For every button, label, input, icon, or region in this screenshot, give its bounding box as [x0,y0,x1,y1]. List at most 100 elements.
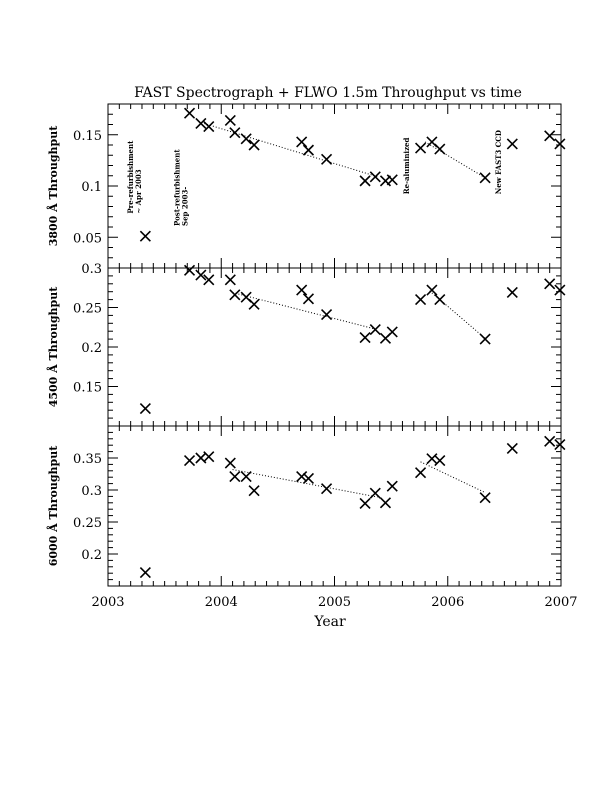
y-axis-label: 3800 Å Throughput [46,125,60,247]
panel-3: 0.2 0.25 0.3 0.35 6000 Å Throughput [46,425,566,587]
marker-stroke [195,117,207,130]
data-point [321,309,333,321]
data-point [386,480,398,492]
data-point [554,138,566,150]
marker-stroke [302,472,315,485]
marker-stroke [554,284,566,296]
marker-stroke [426,284,438,296]
marker-stroke [183,107,196,119]
marker-stroke [544,435,556,447]
data-point [229,470,241,483]
annotation: New FAST3 CCD [494,130,503,194]
marker-stroke [506,286,518,299]
data-point [359,331,371,344]
trend-line [232,292,378,331]
y-tick-label: 0.15 [73,129,102,144]
annotation-text: Post-refurbishment [172,149,181,226]
marker-stroke [415,294,427,306]
marker-stroke [139,230,151,242]
marker-stroke [386,480,398,492]
marker-stroke [434,454,446,467]
data-point [544,130,556,142]
annotation: Pre-refurbishment ~ Apr 2003 [126,140,143,214]
marker-stroke [554,438,566,451]
y-tick-label: 0.3 [81,262,102,277]
marker-stroke [240,291,252,303]
data-point [302,144,315,156]
x-tick-label: 2003 [91,595,124,610]
data-point [183,454,196,467]
marker-stroke [434,143,446,155]
marker-stroke [296,470,308,483]
marker-stroke [248,298,260,310]
y-tick-label: 0.25 [73,516,102,531]
marker-stroke [426,136,438,148]
data-point [240,133,252,145]
data-point [554,438,566,451]
marker-stroke [183,264,196,276]
data-point [139,403,151,415]
marker-stroke [415,142,427,154]
marker-stroke [369,487,381,499]
data-point [302,472,315,485]
data-point [203,120,215,133]
marker-stroke [224,457,236,469]
marker-stroke [240,470,252,483]
data-point [248,139,260,151]
marker-stroke [379,175,392,187]
annotation-text: Re-aluminized [402,137,411,194]
y-axis-label: 6000 Å Throughput [46,445,60,567]
panel-frame [107,425,562,587]
data-point [240,470,252,483]
data-point [386,174,398,186]
data-point [506,286,518,299]
data-point [224,114,236,126]
annotation: Post-refurbishment Sep 2003- [172,149,189,226]
data-point [195,117,207,130]
x-axis-label: Year [313,614,346,630]
data-point [434,294,446,306]
trend-line [232,469,378,498]
marker-stroke [386,174,398,186]
data-point [321,483,333,495]
data-point [139,566,151,579]
marker-stroke [302,144,315,156]
y-axis-label: 4500 Å Throughput [46,286,60,408]
marker-stroke [544,278,556,290]
marker-stroke [229,470,241,483]
marker-stroke [183,454,196,467]
marker-stroke [321,309,333,321]
panel-2: 0.15 0.2 0.25 0.3 4500 Å Throughput [46,262,566,427]
marker-stroke [139,403,151,415]
data-point [369,487,381,499]
data-point [229,289,241,301]
data-point [415,467,427,479]
chart-title: FAST Spectrograph + FLWO 1.5m Throughput… [134,85,522,101]
data-point [479,492,491,504]
data-point [359,497,371,510]
y-tick-label: 0.2 [81,548,102,563]
marker-stroke [506,442,518,454]
marker-stroke [195,269,207,281]
marker-stroke [479,333,491,345]
annotation-text: Pre-refurbishment [126,140,135,214]
data-point [379,497,392,509]
marker-stroke [302,293,315,305]
marker-stroke [229,127,241,139]
marker-stroke [203,451,215,463]
marker-stroke [240,133,252,145]
marker-stroke [224,114,236,126]
marker-stroke [321,483,333,495]
y-tick-label: 0.3 [81,484,102,499]
trend-line [424,141,486,179]
marker-stroke [229,289,241,301]
data-point [224,274,236,286]
trend-line [204,122,378,178]
data-point [415,142,427,154]
data-point [321,153,333,165]
data-point [554,284,566,296]
data-point [506,138,518,150]
data-point [359,175,371,187]
data-point [434,454,446,467]
data-point [203,451,215,463]
